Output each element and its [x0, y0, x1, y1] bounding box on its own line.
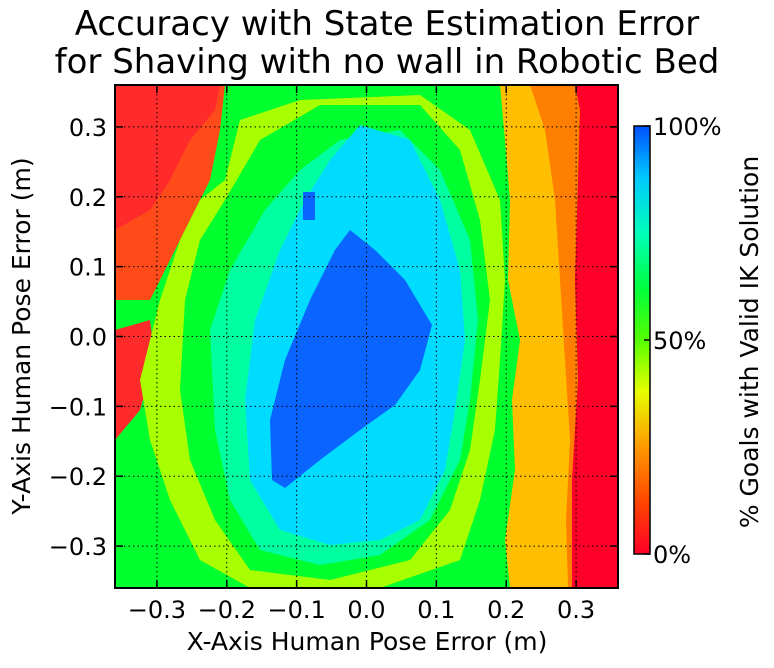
heatmap-region-0: [572, 85, 618, 588]
heatmap-region-top-left-core: [115, 85, 220, 230]
y-tick-label: −0.2: [49, 463, 107, 491]
y-tick-label: −0.1: [49, 393, 107, 421]
x-tick-label: 0.2: [487, 596, 525, 624]
y-axis-label: Y-Axis Human Pose Error (m): [7, 157, 36, 515]
y-tick-label: 0.0: [69, 324, 107, 352]
x-tick-label: 0.1: [417, 596, 455, 624]
x-tick-label: −0.1: [267, 596, 325, 624]
y-tick-label: 0.1: [69, 254, 107, 282]
y-tick-label: 0.2: [69, 184, 107, 212]
chart-title-line-2: for Shaving with no wall in Robotic Bed: [54, 42, 720, 82]
heatmap-region-left-lower: [115, 320, 155, 440]
x-tick-label: 0.3: [557, 596, 595, 624]
heatmap-region-95: [270, 230, 432, 488]
heatmap-spot-a: [303, 192, 315, 220]
y-axis: 0.3 0.2 0.1 0.0 −0.1 −0.2 −0.3: [49, 114, 618, 561]
heatmap-field: [115, 85, 618, 588]
grid-lines: [115, 85, 618, 588]
x-axis-label: X-Axis Human Pose Error (m): [187, 627, 548, 656]
x-tick-label: −0.3: [128, 596, 186, 624]
x-tick-label: 0.0: [347, 596, 385, 624]
y-tick-label: 0.3: [69, 114, 107, 142]
colorbar-tick-label: 0%: [653, 541, 691, 569]
x-axis: −0.3 −0.2 −0.1 0.0 0.1 0.2 0.3: [128, 85, 595, 624]
colorbar-label: % Goals with Valid IK Solution: [735, 156, 764, 528]
y-tick-label: −0.3: [49, 533, 107, 561]
colorbar-ticks: 100% 50% 0%: [644, 113, 722, 569]
colorbar-tick-label: 100%: [653, 113, 722, 141]
colorbar-tick-label: 50%: [653, 327, 706, 355]
chart-title-line-1: Accuracy with State Estimation Error: [74, 4, 700, 44]
x-tick-label: −0.2: [198, 596, 256, 624]
